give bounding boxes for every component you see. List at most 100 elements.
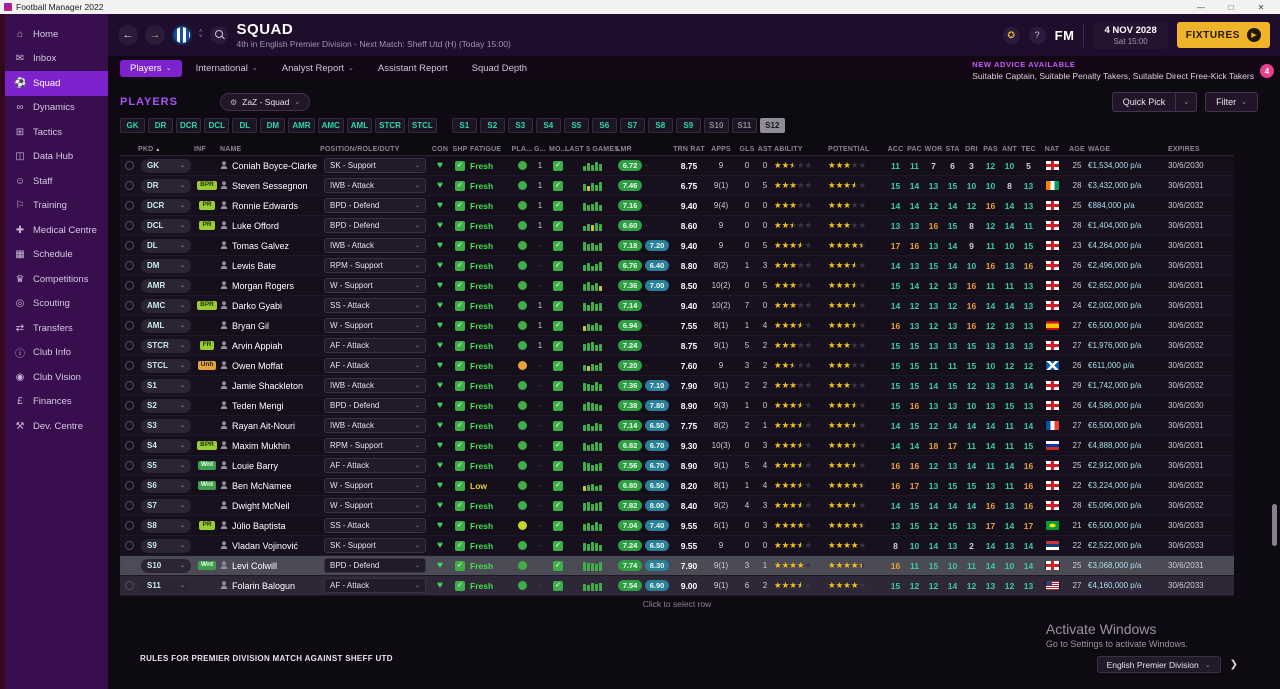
cell-name[interactable]: Morgan Rogers	[220, 281, 320, 291]
sidebar-item-club-vision[interactable]: ◉ Club Vision	[5, 365, 108, 390]
column-header-trn-rat[interactable]: TRN RAT	[673, 146, 704, 153]
table-row-coniah-boyce-clarke[interactable]: GK ⌄ Coniah Boyce-Clarke SK - Support ⌄ ♥ ✓ Fre…	[120, 156, 1234, 176]
cell-name[interactable]: Rayan Ait-Nouri	[220, 421, 320, 431]
row-select-radio[interactable]	[124, 561, 134, 570]
position-badge-dropdown[interactable]: S4 ⌄	[141, 438, 191, 453]
role-duty-dropdown[interactable]: IWB - Attack ⌄	[324, 418, 426, 433]
table-row-morgan-rogers[interactable]: AMR ⌄ Morgan Rogers W - Support ⌄ ♥ ✓ Fresh - ✓ 7.…	[120, 276, 1234, 296]
sidebar-item-competitions[interactable]: ♛ Competitions	[5, 267, 108, 292]
position-badge-dropdown[interactable]: GK ⌄	[141, 158, 191, 173]
column-header-name[interactable]: NAME	[220, 146, 320, 153]
sidebar-item-training[interactable]: ⚐ Training	[5, 194, 108, 219]
table-row-maxim-mukhin[interactable]: S4 ⌄ BPR Maxim Mukhin RPM - Support ⌄ ♥ ✓ Fresh -…	[120, 436, 1234, 456]
column-header-wor[interactable]: WOR	[924, 146, 943, 153]
column-header-shp[interactable]: SHP	[450, 146, 470, 153]
role-duty-dropdown[interactable]: W - Support ⌄	[324, 498, 426, 513]
cell-name[interactable]: Darko Gyabi	[220, 301, 320, 311]
table-row-lewis-bate[interactable]: DM ⌄ Lewis Bate RPM - Support ⌄ ♥ ✓ Fresh - ✓ 6.76…	[120, 256, 1234, 276]
column-header-fatigue[interactable]: FATIGUE	[470, 146, 512, 153]
table-row-darko-gyabi[interactable]: AMC ⌄ BPR Darko Gyabi SS - Attack ⌄ ♥ ✓ Fresh 1 ✓ 7…	[120, 296, 1234, 316]
filter-button[interactable]: Filter ⌄	[1205, 92, 1258, 112]
row-select-radio[interactable]	[124, 541, 134, 550]
help-button[interactable]: ?	[1028, 26, 1046, 44]
column-header-dri[interactable]: DRI	[962, 146, 981, 153]
sidebar-item-home[interactable]: ⌂ Home	[5, 22, 108, 47]
position-badge-dropdown[interactable]: AMR ⌄	[141, 278, 191, 293]
column-header-g[interactable]: G...	[532, 146, 548, 153]
row-select-radio[interactable]	[124, 301, 134, 310]
cell-name[interactable]: Vladan Vojinović	[220, 541, 320, 551]
row-select-radio[interactable]	[124, 281, 134, 290]
position-button-s11[interactable]: S11	[731, 118, 757, 133]
next-league-button[interactable]: ❯	[1229, 659, 1238, 670]
role-duty-dropdown[interactable]: AF - Attack ⌄	[324, 358, 426, 373]
column-header-mo[interactable]: MO...	[548, 146, 568, 153]
tab-international[interactable]: International ⌄	[186, 60, 268, 77]
position-button-s4[interactable]: S4	[535, 118, 561, 133]
row-select-radio[interactable]	[124, 381, 134, 390]
column-header-ant[interactable]: ANT	[1000, 146, 1019, 153]
position-button-s9[interactable]: S9	[675, 118, 701, 133]
role-duty-dropdown[interactable]: SK - Support ⌄	[324, 538, 426, 553]
position-button-s7[interactable]: S7	[619, 118, 645, 133]
position-button-stcl[interactable]: STCL	[407, 118, 437, 133]
row-select-radio[interactable]	[124, 161, 134, 170]
position-button-s6[interactable]: S6	[591, 118, 617, 133]
column-header-lmr[interactable]: LMR	[616, 146, 674, 153]
role-duty-dropdown[interactable]: IWB - Attack ⌄	[324, 238, 426, 253]
position-button-s8[interactable]: S8	[647, 118, 673, 133]
cell-name[interactable]: Luke Offord	[220, 221, 320, 231]
position-badge-dropdown[interactable]: DCR ⌄	[141, 198, 191, 213]
cell-name[interactable]: Ronnie Edwards	[220, 201, 320, 211]
role-duty-dropdown[interactable]: RPM - Support ⌄	[324, 438, 426, 453]
scrollbar-thumb[interactable]	[1272, 504, 1277, 546]
role-duty-dropdown[interactable]: W - Support ⌄	[324, 478, 426, 493]
position-badge-dropdown[interactable]: S2 ⌄	[141, 398, 191, 413]
row-select-radio[interactable]	[124, 341, 134, 350]
column-header-tec[interactable]: TEC	[1019, 146, 1038, 153]
advice-notification-badge[interactable]: 4	[1260, 64, 1274, 78]
table-row-arvin-appiah[interactable]: STCR ⌄ FR Arvin Appiah AF - Attack ⌄ ♥ ✓ Fresh 1 ✓…	[120, 336, 1234, 356]
row-select-radio[interactable]	[124, 221, 134, 230]
table-row-ben-mcnamee[interactable]: S6 ⌄ Wnt Ben McNamee W - Support ⌄ ♥ ✓ Low - ✓ 6.80…	[120, 476, 1234, 496]
cell-name[interactable]: Dwight McNeil	[220, 501, 320, 511]
column-header-pac[interactable]: PAC	[905, 146, 924, 153]
sidebar-item-dynamics[interactable]: ∞ Dynamics	[5, 96, 108, 121]
table-row-j-lio-baptista[interactable]: S8 ⌄ PR Júlio Baptista SS - Attack ⌄ ♥ ✓ Fresh - ✓…	[120, 516, 1234, 536]
column-header-pla[interactable]: PLA...	[511, 146, 532, 153]
cell-name[interactable]: Maxim Mukhin	[220, 441, 320, 451]
continue-fixtures-button[interactable]: FIXTURES ▶	[1176, 22, 1270, 48]
position-button-amr[interactable]: AMR	[288, 118, 315, 133]
cell-name[interactable]: Ben McNamee	[220, 481, 320, 491]
club-badge[interactable]	[172, 25, 192, 45]
table-row-owen-moffat[interactable]: STCL ⌄ Unh Owen Moffat AF - Attack ⌄ ♥ ✓ Fresh - ✓…	[120, 356, 1234, 376]
position-button-dr[interactable]: DR	[148, 118, 173, 133]
table-row-bryan-gil[interactable]: AML ⌄ Bryan Gil W - Support ⌄ ♥ ✓ Fresh 1 ✓ 6.94-7…	[120, 316, 1234, 336]
row-select-radio[interactable]	[124, 581, 134, 590]
cell-name[interactable]: Bryan Gil	[220, 321, 320, 331]
table-row-vladan-vojinovi[interactable]: S9 ⌄ Vladan Vojinović SK - Support ⌄ ♥ ✓ Fresh -…	[120, 536, 1234, 556]
row-select-radio[interactable]	[124, 361, 134, 370]
tab-squad-depth[interactable]: Squad Depth	[462, 60, 537, 77]
cell-name[interactable]: Steven Sessegnon	[220, 181, 320, 191]
role-duty-dropdown[interactable]: AF - Attack ⌄	[324, 578, 426, 593]
role-duty-dropdown[interactable]: SS - Attack ⌄	[324, 298, 426, 313]
column-header-inf[interactable]: INF	[194, 146, 220, 153]
back-button[interactable]: ←	[118, 25, 138, 45]
tab-assistant-report[interactable]: Assistant Report	[368, 60, 458, 77]
role-duty-dropdown[interactable]: IWB - Attack ⌄	[324, 178, 426, 193]
column-header-ast[interactable]: AST	[756, 146, 774, 153]
column-header-acc[interactable]: ACC	[886, 146, 905, 153]
column-header-potential[interactable]: POTENTIAL	[828, 146, 886, 153]
row-select-radio[interactable]	[124, 441, 134, 450]
role-duty-dropdown[interactable]: BPD - Defend ⌄	[324, 198, 426, 213]
search-button[interactable]	[209, 26, 228, 44]
position-badge-dropdown[interactable]: AML ⌄	[141, 318, 191, 333]
column-header-last-5-games[interactable]: LAST 5 GAMES	[565, 146, 619, 153]
table-row-dwight-mcneil[interactable]: S7 ⌄ Dwight McNeil W - Support ⌄ ♥ ✓ Fresh - ✓ 7.8…	[120, 496, 1234, 516]
position-button-dcl[interactable]: DCL	[204, 118, 230, 133]
row-select-radio[interactable]	[124, 401, 134, 410]
role-duty-dropdown[interactable]: BPD - Defend ⌄	[324, 398, 426, 413]
date-button[interactable]: 4 NOV 2028 Sat 15:00	[1093, 21, 1168, 49]
column-header-age[interactable]: AGE	[1066, 146, 1088, 153]
